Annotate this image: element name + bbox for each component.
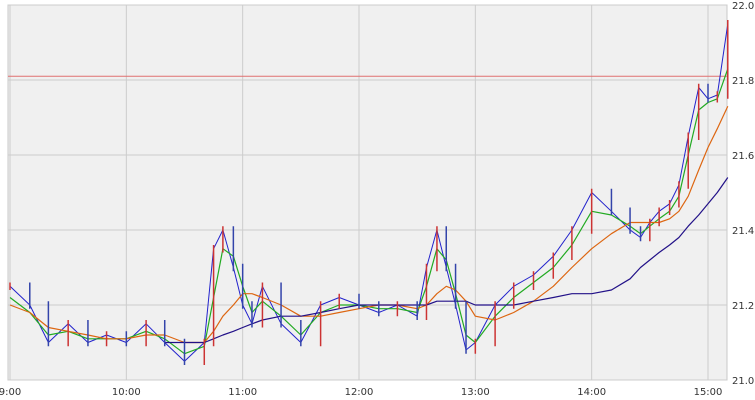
y-tick-label-1: 21.2 xyxy=(732,301,754,312)
y-tick-label-0: 21.0 xyxy=(732,376,754,387)
x-axis-ticks: 9:00 10:00 11:00 12:00 13:00 14:00 15:00 xyxy=(0,387,722,398)
y-tick-label-4: 21.8 xyxy=(732,76,754,87)
plot-background xyxy=(7,4,728,381)
y-tick-label-2: 21.4 xyxy=(732,226,754,237)
y-axis-ticks: 21.0 21.2 21.4 21.6 21.8 22.0 xyxy=(732,1,754,387)
y-tick-label-3: 21.6 xyxy=(732,151,754,162)
x-tick-label-4: 13:00 xyxy=(461,387,490,398)
x-tick-label-3: 12:00 xyxy=(345,387,374,398)
series-lines xyxy=(9,20,729,365)
grid-lines xyxy=(8,4,727,381)
x-tick-label-6: 15:00 xyxy=(694,387,723,398)
x-tick-label-1: 10:00 xyxy=(112,387,141,398)
x-tick-label-0: 9:00 xyxy=(0,387,21,398)
x-tick-label-2: 11:00 xyxy=(228,387,257,398)
y-tick-label-5: 22.0 xyxy=(732,1,754,12)
x-tick-label-5: 14:00 xyxy=(577,387,606,398)
